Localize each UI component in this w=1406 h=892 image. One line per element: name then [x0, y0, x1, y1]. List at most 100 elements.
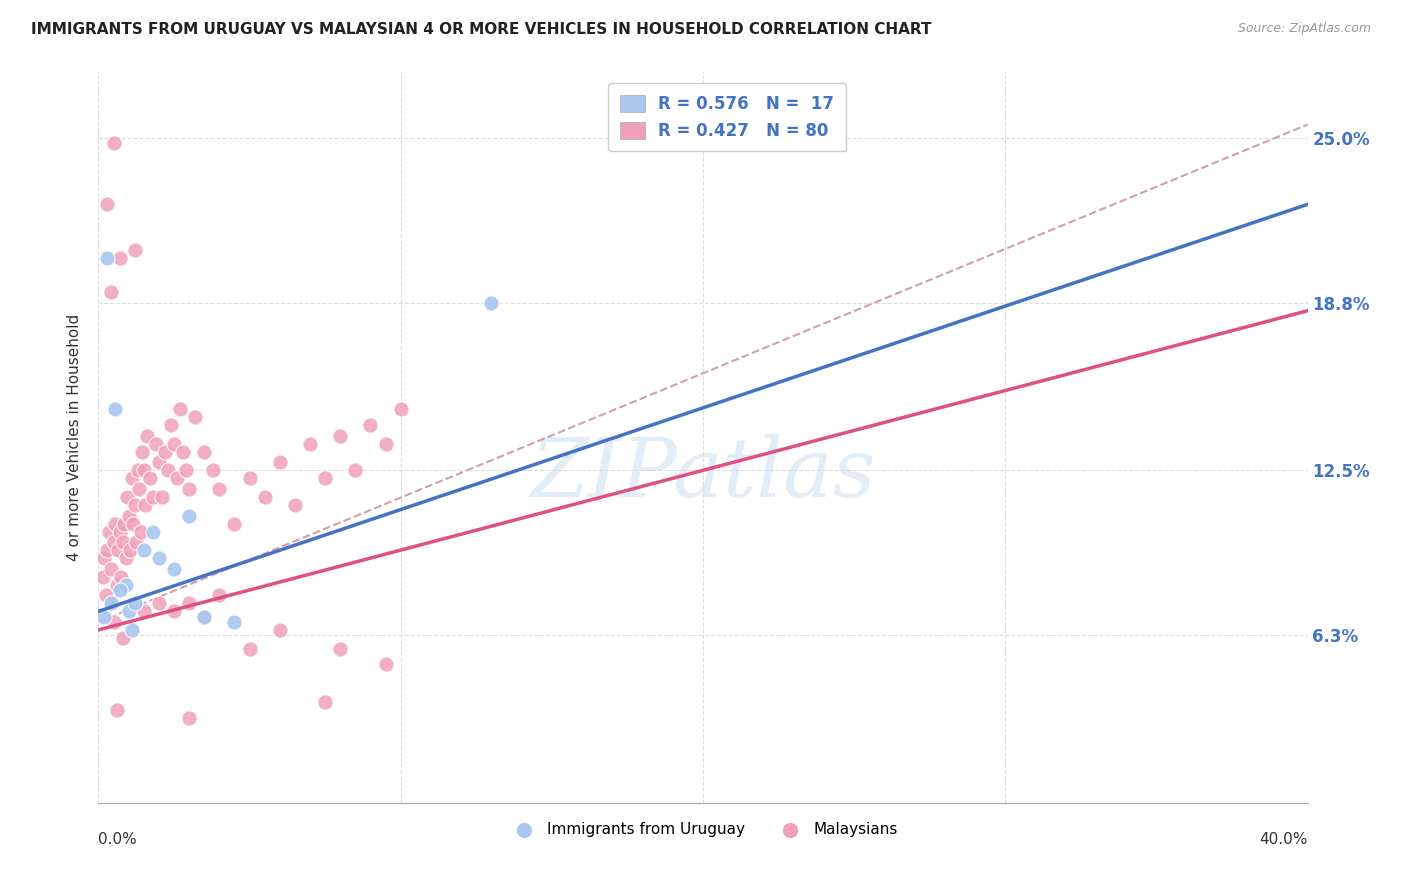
Point: [125, 535, 148, 549]
Point: [142, 490, 165, 504]
Point: [299, 436, 322, 450]
Point: [110, 570, 132, 584]
Point: [253, 490, 276, 504]
Point: [103, 136, 125, 151]
Point: [100, 596, 122, 610]
Point: [114, 551, 136, 566]
Point: [118, 508, 141, 523]
Point: [163, 562, 186, 576]
Point: [166, 471, 188, 485]
Point: [202, 463, 225, 477]
Point: [239, 471, 262, 485]
Point: [179, 596, 201, 610]
Point: [224, 615, 246, 629]
Point: [269, 623, 291, 637]
Point: [93, 551, 115, 566]
Point: [134, 498, 156, 512]
Point: [163, 604, 186, 618]
Point: [120, 543, 142, 558]
Point: [96, 251, 118, 265]
Text: ZIPatlas: ZIPatlas: [530, 434, 876, 514]
Text: IMMIGRANTS FROM URUGUAY VS MALAYSIAN 4 OR MORE VEHICLES IN HOUSEHOLD CORRELATION: IMMIGRANTS FROM URUGUAY VS MALAYSIAN 4 O…: [31, 22, 931, 37]
Text: 0.0%: 0.0%: [98, 832, 138, 847]
Point: [269, 455, 291, 469]
Point: [208, 482, 231, 496]
Point: [104, 402, 127, 417]
Point: [374, 657, 396, 672]
Point: [344, 463, 367, 477]
Point: [329, 429, 352, 443]
Point: [389, 402, 412, 417]
Point: [169, 402, 191, 417]
Point: [163, 436, 186, 450]
Point: [108, 251, 131, 265]
Text: Source: ZipAtlas.com: Source: ZipAtlas.com: [1237, 22, 1371, 36]
Point: [129, 524, 152, 539]
Point: [103, 615, 125, 629]
Point: [145, 436, 167, 450]
Point: [135, 429, 157, 443]
Point: [132, 604, 155, 618]
Point: [98, 524, 121, 539]
Point: [179, 508, 201, 523]
Point: [160, 418, 183, 433]
Point: [118, 604, 141, 618]
Point: [193, 609, 215, 624]
Y-axis label: 4 or more Vehicles in Household: 4 or more Vehicles in Household: [67, 313, 83, 561]
Point: [128, 482, 150, 496]
Point: [114, 577, 136, 591]
Point: [139, 471, 162, 485]
Text: 40.0%: 40.0%: [1260, 832, 1308, 847]
Point: [111, 631, 134, 645]
Point: [131, 444, 153, 458]
Point: [179, 482, 201, 496]
Point: [153, 444, 176, 458]
Point: [111, 535, 134, 549]
Point: [94, 588, 117, 602]
Point: [374, 436, 396, 450]
Point: [104, 516, 127, 531]
Point: [148, 455, 170, 469]
Point: [156, 463, 179, 477]
Point: [184, 410, 207, 425]
Point: [115, 490, 138, 504]
Point: [93, 609, 115, 624]
Point: [107, 543, 129, 558]
Legend: Immigrants from Uruguay, Malaysians: Immigrants from Uruguay, Malaysians: [502, 815, 904, 843]
Point: [100, 285, 122, 299]
Point: [96, 543, 118, 558]
Point: [148, 551, 170, 566]
Point: [108, 524, 131, 539]
Point: [208, 588, 231, 602]
Point: [105, 577, 128, 591]
Point: [239, 641, 262, 656]
Point: [179, 711, 201, 725]
Point: [101, 596, 124, 610]
Point: [142, 524, 165, 539]
Point: [124, 596, 146, 610]
Point: [360, 418, 382, 433]
Point: [121, 471, 143, 485]
Point: [174, 463, 197, 477]
Point: [122, 516, 145, 531]
Point: [314, 695, 336, 709]
Point: [91, 570, 114, 584]
Point: [314, 471, 336, 485]
Point: [124, 498, 146, 512]
Point: [329, 641, 352, 656]
Point: [103, 535, 125, 549]
Point: [284, 498, 307, 512]
Point: [105, 703, 128, 717]
Point: [193, 609, 215, 624]
Point: [108, 582, 131, 597]
Point: [127, 463, 149, 477]
Point: [124, 243, 146, 257]
Point: [150, 490, 173, 504]
Point: [100, 562, 122, 576]
Point: [172, 444, 194, 458]
Point: [224, 516, 246, 531]
Point: [132, 463, 155, 477]
Point: [96, 197, 118, 211]
Point: [481, 295, 503, 310]
Point: [112, 516, 135, 531]
